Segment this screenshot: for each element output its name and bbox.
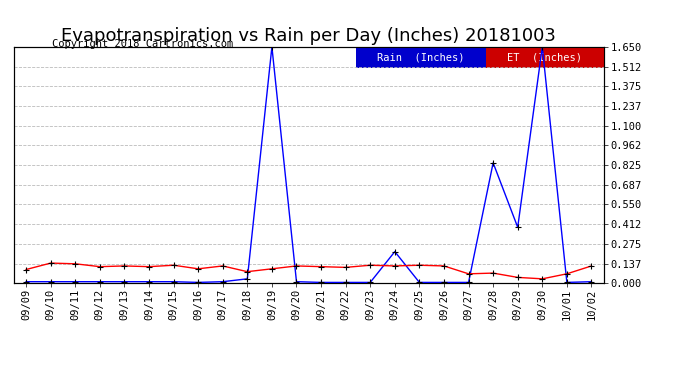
FancyBboxPatch shape bbox=[356, 47, 486, 68]
Text: Rain  (Inches): Rain (Inches) bbox=[377, 53, 464, 63]
FancyBboxPatch shape bbox=[486, 47, 604, 68]
Title: Evapotranspiration vs Rain per Day (Inches) 20181003: Evapotranspiration vs Rain per Day (Inch… bbox=[61, 27, 556, 45]
Text: ET  (Inches): ET (Inches) bbox=[507, 53, 582, 63]
Text: Copyright 2018 Cartronics.com: Copyright 2018 Cartronics.com bbox=[52, 39, 233, 50]
